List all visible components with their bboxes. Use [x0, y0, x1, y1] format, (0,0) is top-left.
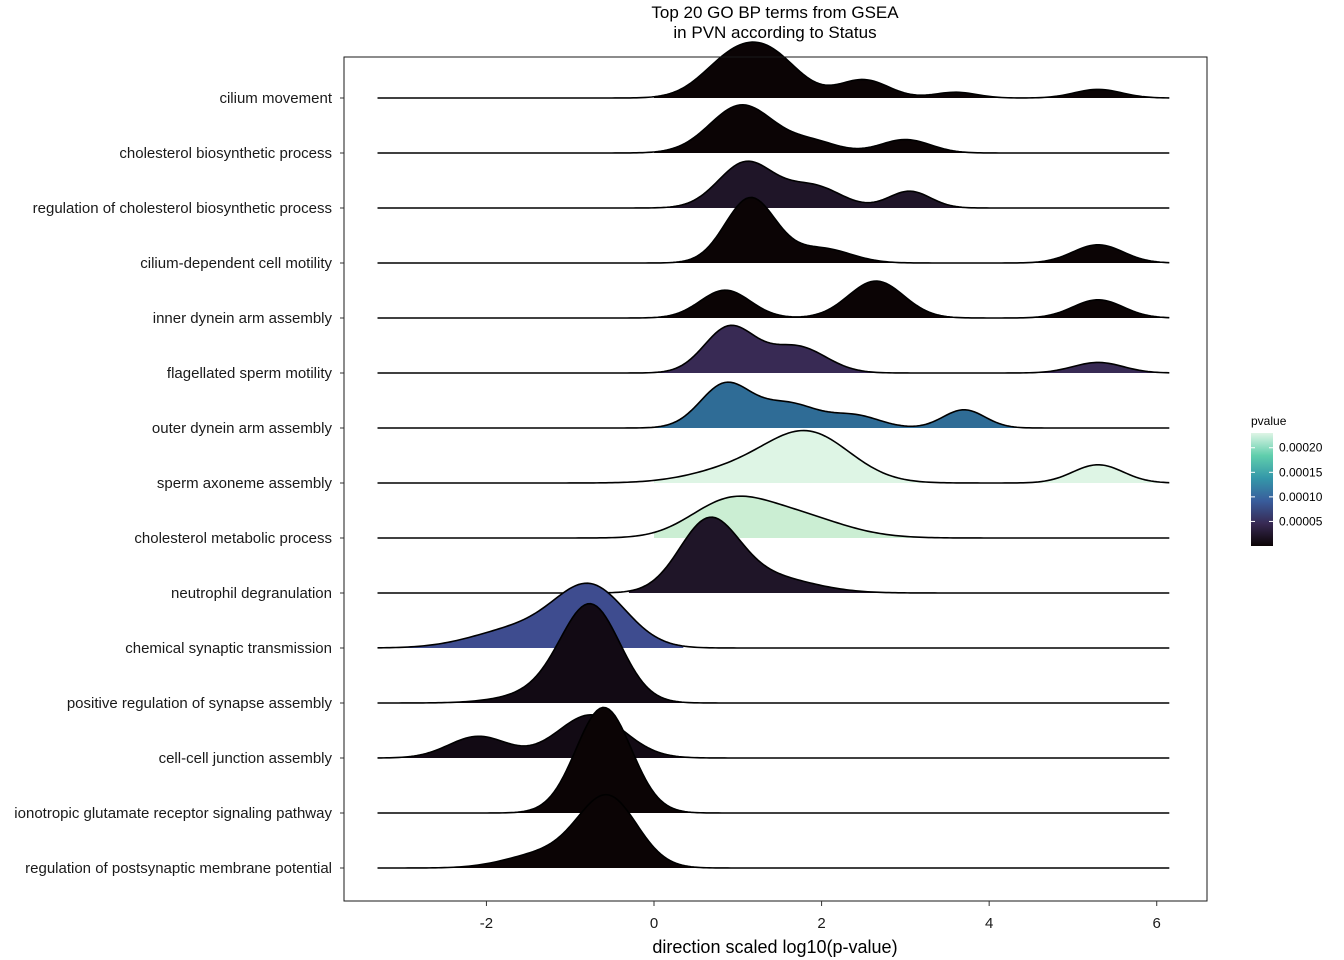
ridges-layer: [377, 41, 1170, 869]
y-tick-label: cell-cell junction assembly: [159, 750, 333, 767]
x-axis-title: direction scaled log10(p-value): [652, 937, 897, 957]
y-tick-label: positive regulation of synapse assembly: [67, 695, 333, 712]
ridge-fill-4: [654, 197, 1170, 263]
ridge-outline-6: [377, 324, 1170, 374]
y-tick-label: flagellated sperm motility: [167, 365, 333, 382]
ridge-fill-13: [377, 714, 1170, 758]
ridge-fill-10: [628, 517, 1170, 593]
ridge-outline-14: [377, 706, 1170, 814]
y-tick-label: cilium movement: [219, 90, 332, 107]
legend-colorbar: [1251, 433, 1273, 546]
ridge-outline-11: [377, 582, 1170, 649]
y-tick-label: regulation of cholesterol biosynthetic p…: [33, 200, 332, 217]
ridge-fill-3: [654, 161, 1170, 208]
y-axis-labels: cilium movement cholesterol biosynthetic …: [14, 90, 344, 877]
x-tick-label: -2: [480, 915, 493, 932]
y-tick-label: sperm axoneme assembly: [157, 475, 333, 492]
y-tick-label: ionotropic glutamate receptor signaling …: [14, 805, 332, 822]
ridge-outline-9: [377, 495, 1170, 539]
y-tick-label: inner dynein arm assembly: [153, 310, 333, 327]
y-tick-label: regulation of postsynaptic membrane pote…: [25, 860, 332, 877]
ridge-outline-2: [377, 104, 1170, 154]
ridge-outline-12: [377, 602, 1170, 704]
ridge-fill-9: [654, 496, 1170, 538]
color-legend: pvalue 0.00005 0.00010 0.00015 0.00020: [1251, 414, 1323, 546]
y-tick-label: cilium-dependent cell motility: [140, 255, 332, 272]
legend-ticks: 0.00005 0.00010 0.00015 0.00020: [1251, 441, 1323, 528]
chart-title-line-1: Top 20 GO BP terms from GSEA: [651, 3, 899, 22]
ridge-outline-10: [377, 516, 1170, 594]
legend-tick-label: 0.00005: [1279, 514, 1323, 528]
y-tick-label: cholesterol biosynthetic process: [119, 145, 332, 162]
ridge-fill-5: [654, 281, 1170, 318]
ridge-fill-7: [654, 382, 1170, 428]
y-tick-label: chemical synaptic transmission: [125, 640, 332, 657]
ridge-outline-3: [377, 160, 1170, 209]
y-tick-label: neutrophil degranulation: [171, 585, 332, 602]
ridge-outline-4: [377, 196, 1170, 264]
x-axis: -2 0 2 4 6: [480, 901, 1161, 932]
legend-title: pvalue: [1251, 414, 1287, 428]
legend-tick-label: 0.00020: [1279, 441, 1323, 455]
ridge-fill-14: [377, 707, 1170, 813]
ridge-outline-13: [377, 713, 1170, 759]
ridge-outline-7: [377, 381, 1170, 429]
y-tick-label: cholesterol metabolic process: [134, 530, 332, 547]
chart-title: Top 20 GO BP terms from GSEA in PVN acco…: [651, 3, 899, 42]
ridge-outline-8: [377, 429, 1170, 484]
ridge-fill-6: [654, 325, 1170, 373]
x-tick-label: 0: [650, 915, 658, 932]
ridge-fill-2: [654, 104, 1170, 153]
legend-tick-label: 0.00015: [1279, 465, 1323, 479]
legend-tick-label: 0.00010: [1279, 490, 1323, 504]
ridge-fill-15: [377, 794, 1170, 868]
ridge-fill-12: [377, 603, 1170, 703]
y-tick-label: outer dynein arm assembly: [152, 420, 333, 437]
plot-panel-border: [343, 56, 1208, 902]
ridge-outline-5: [377, 280, 1170, 319]
x-tick-label: 4: [985, 915, 993, 932]
x-tick-label: 6: [1153, 915, 1161, 932]
ridge-outline-1: [377, 41, 1170, 99]
ridge-outline-15: [377, 793, 1170, 869]
x-tick-label: 2: [817, 915, 825, 932]
ridge-fill-8: [654, 430, 1170, 483]
chart-title-line-2: in PVN according to Status: [673, 23, 876, 42]
